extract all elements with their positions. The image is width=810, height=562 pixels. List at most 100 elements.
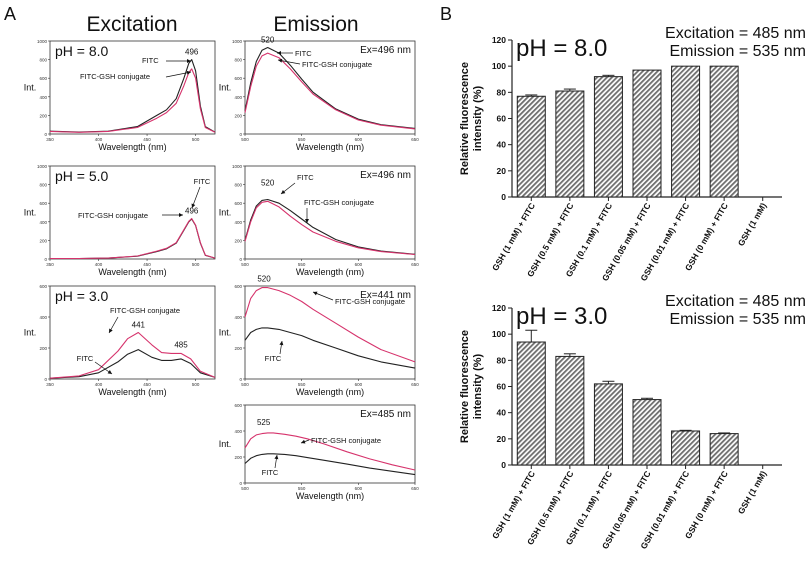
x-tick-label: 600 (355, 137, 363, 142)
y-tick-label: 0 (239, 481, 242, 486)
line-chart-exc_ph5: 0 200 400 600 800 1000 350 400 450 500 Wavelength … (24, 164, 216, 277)
ph-label: pH = 8.0 (516, 35, 607, 62)
annotation-conjugate: FITC-GSH conjugate (311, 436, 381, 445)
annotation-conjugate: FITC-GSH conjugate (110, 306, 180, 315)
annotation-fitc: FITC (194, 177, 211, 186)
y-tick-label: 0 (239, 377, 242, 382)
y-axis-label: Int. (219, 208, 232, 218)
y-tick-label: 120 (492, 35, 506, 45)
series-line-conjugate (244, 52, 416, 130)
y-axis-label: Relative fluorescenceintensity (%) (459, 62, 484, 175)
annotation-arrow-head (313, 291, 318, 296)
annotation-arrow-head (279, 341, 284, 346)
emission-header: Emission (273, 13, 358, 36)
plot-frame (244, 40, 416, 135)
peak-wavelength-label: 441 (132, 321, 146, 330)
y-tick-label: 800 (234, 183, 242, 188)
y-tick-label: 600 (39, 201, 47, 206)
x-axis-label: Wavelength (nm) (98, 142, 166, 152)
y-tick-label: 200 (234, 346, 242, 351)
y-tick-label: 1000 (232, 164, 243, 169)
annotation-fitc: FITC (77, 354, 94, 363)
y-tick-label: 200 (234, 113, 242, 118)
peak-wavelength-label: 485 (174, 340, 188, 349)
plot-frame (244, 404, 416, 484)
y-tick-label: 400 (39, 315, 47, 320)
y-tick-label: 0 (239, 257, 242, 262)
y-tick-label: 400 (39, 95, 47, 100)
bar (516, 341, 546, 466)
panel-label-a: A (4, 4, 16, 24)
y-tick-label: 0 (501, 460, 506, 470)
x-tick-label: 500 (192, 382, 200, 387)
series-line-fitc (244, 453, 416, 476)
y-axis-label: Relative fluorescenceintensity (%) (459, 330, 484, 443)
series-line-conjugate (244, 432, 416, 471)
x-tick-label: 650 (411, 382, 419, 387)
y-tick-label: 20 (497, 166, 507, 176)
y-tick-label: 600 (39, 284, 47, 289)
y-tick-label: 800 (234, 58, 242, 63)
x-tick-label: 500 (241, 382, 249, 387)
x-tick-label: 550 (298, 137, 306, 142)
bar-chart-bar_ph8: 0 20 40 60 80 100 120 Relative fluorescenceinte… (459, 25, 806, 283)
y-tick-label: 200 (39, 113, 47, 118)
y-tick-label: 400 (234, 95, 242, 100)
y-tick-label: 200 (234, 238, 242, 243)
y-tick-label: 120 (492, 303, 506, 313)
y-tick-label: 0 (44, 377, 47, 382)
y-tick-label: 0 (239, 132, 242, 137)
y-axis-label: Int. (24, 83, 37, 93)
plot-frame (49, 165, 216, 260)
x-tick-label: 550 (298, 382, 306, 387)
y-tick-label: 800 (39, 183, 47, 188)
ph-label: pH = 8.0 (55, 43, 109, 59)
series-line-conjugate (49, 68, 216, 133)
x-tick-label: 500 (241, 262, 249, 267)
y-tick-label: 600 (39, 76, 47, 81)
annotation-arrow-head (277, 51, 281, 55)
annotation-arrow-head (109, 328, 113, 333)
category-label: GSH (1 mM) + FITC (490, 201, 537, 272)
bar (709, 65, 739, 198)
ph-label: pH = 3.0 (55, 288, 109, 304)
y-tick-label: 400 (234, 429, 242, 434)
x-tick-label: 500 (192, 137, 200, 142)
x-tick-label: 350 (46, 137, 54, 142)
y-tick-label: 600 (234, 76, 242, 81)
x-tick-label: 550 (298, 486, 306, 491)
x-tick-label: 450 (143, 137, 151, 142)
x-tick-label: 600 (355, 262, 363, 267)
x-tick-label: 350 (46, 262, 54, 267)
excitation-setting-label: Excitation = 485 nm (665, 293, 806, 310)
x-axis-label: Wavelength (nm) (296, 387, 364, 397)
y-tick-label: 600 (234, 201, 242, 206)
x-tick-label: 650 (411, 486, 419, 491)
y-axis-label: Int. (24, 208, 37, 218)
series-line-conjugate (244, 287, 416, 363)
excitation-setting-label: Excitation = 485 nm (665, 25, 806, 42)
annotation-conjugate: FITC-GSH conjugate (335, 297, 405, 306)
y-tick-label: 0 (44, 132, 47, 137)
y-tick-label: 60 (497, 382, 507, 392)
peak-wavelength-label: 496 (185, 48, 199, 57)
peak-wavelength-label: 525 (257, 418, 271, 427)
y-tick-label: 200 (39, 238, 47, 243)
ph-label: pH = 5.0 (55, 168, 109, 184)
x-axis-label: Wavelength (nm) (98, 387, 166, 397)
annotation-fitc: FITC (297, 173, 314, 182)
peak-wavelength-label: 520 (261, 178, 275, 187)
series-line-fitc (244, 46, 416, 129)
emission-setting-label: Emission = 535 nm (669, 43, 806, 60)
bar (555, 90, 585, 198)
y-tick-label: 400 (234, 220, 242, 225)
excitation-wavelength-label: Ex=496 nm (360, 170, 411, 181)
y-tick-label: 800 (39, 58, 47, 63)
y-tick-label: 600 (234, 284, 242, 289)
series-line-conjugate (50, 217, 216, 260)
y-tick-label: 80 (497, 355, 507, 365)
line-chart-em_ph3_485: 0 200 400 600 500 550 600 650 Wavelength (nm) Int… (219, 403, 420, 501)
annotation-fitc: FITC (295, 49, 312, 58)
x-tick-label: 600 (355, 486, 363, 491)
